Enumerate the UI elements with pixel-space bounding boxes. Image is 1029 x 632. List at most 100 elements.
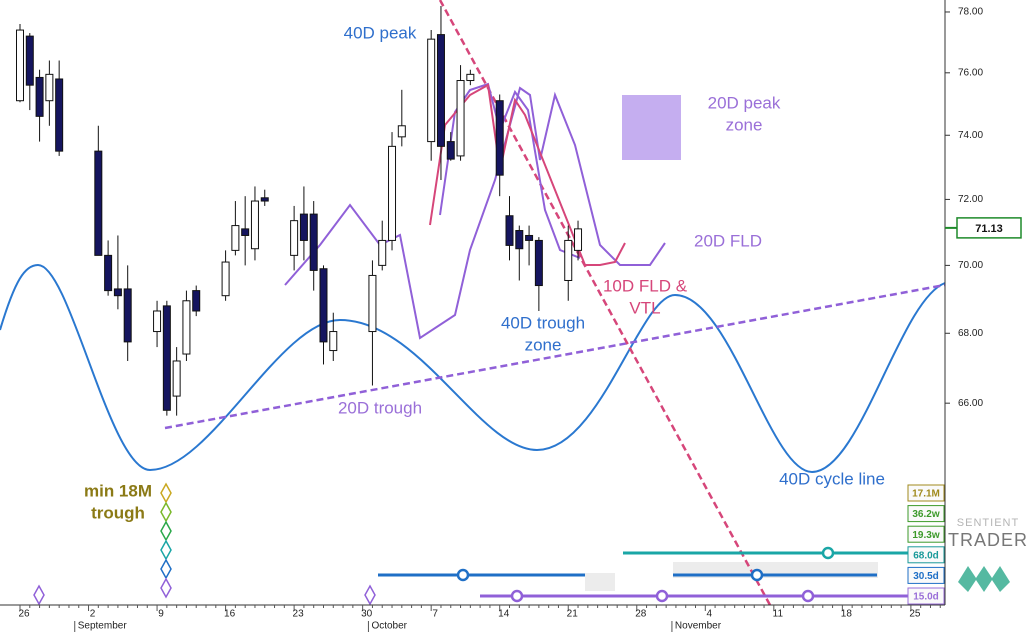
annotation: 20D FLD — [694, 231, 762, 250]
candle-body — [515, 230, 524, 250]
month-label: November — [675, 621, 722, 632]
x-tick-label: 2 — [90, 609, 96, 620]
candle-body — [534, 239, 543, 287]
diamond-stack — [160, 482, 172, 599]
x-tick-label: 4 — [707, 609, 713, 620]
annotation: VTL — [629, 298, 660, 317]
annotation: 40D trough — [501, 313, 585, 332]
annotation: zone — [726, 115, 763, 134]
candle-body — [525, 234, 534, 241]
candle-body — [55, 78, 64, 152]
x-tick-label: 18 — [841, 609, 853, 620]
candle-body — [104, 254, 113, 292]
candle-body — [113, 288, 122, 297]
candle-body — [368, 274, 377, 333]
logo-text: SENTIENT — [957, 517, 1019, 529]
candle-body — [45, 73, 54, 102]
cycle-line — [0, 263, 946, 474]
candle-body — [397, 125, 406, 138]
candle-body — [16, 29, 24, 102]
candle-body — [123, 288, 132, 343]
cycle-label-box — [907, 546, 945, 564]
candle-body — [192, 290, 201, 312]
cycle-label: 68.0d — [913, 550, 939, 561]
candle-body — [388, 145, 397, 241]
x-tick-label: 7 — [432, 609, 438, 620]
candle-body — [25, 35, 34, 86]
candle-body — [309, 213, 318, 271]
cycle-label-box — [907, 484, 945, 502]
candle-body — [290, 220, 299, 256]
candle-body — [427, 38, 436, 143]
candle-body — [172, 360, 181, 397]
y-tick-label: 66.00 — [958, 398, 983, 409]
fld-line — [429, 83, 626, 266]
x-tick-label: 11 — [773, 609, 784, 620]
cycle-label: 36.2w — [912, 509, 939, 520]
candle-body — [260, 197, 269, 202]
annotation: min 18M — [84, 481, 152, 500]
x-tick-label: 16 — [224, 609, 236, 620]
candle-body — [162, 305, 171, 411]
annotation: 40D cycle line — [779, 469, 885, 488]
cycle-label-box — [907, 505, 945, 523]
trough-diamond — [33, 584, 376, 606]
candle-body — [319, 268, 328, 343]
cycle-marker — [801, 589, 815, 603]
candle-body — [94, 150, 103, 256]
candle-body — [436, 34, 445, 147]
candle-body — [446, 141, 455, 160]
y-tick-label: 78.00 — [958, 7, 983, 18]
cycle-marker — [750, 568, 764, 582]
cycle-label-box — [907, 587, 945, 605]
annotation: 20D peak — [708, 93, 781, 112]
vtl-line — [438, 0, 772, 606]
candle-body — [378, 239, 387, 266]
cycle-label: 19.3w — [912, 530, 939, 541]
x-tick-label: 23 — [293, 609, 305, 620]
x-tick-label: 14 — [498, 609, 510, 620]
annotation: 40D peak — [344, 23, 417, 42]
cycle-label-box — [907, 525, 945, 543]
month-label: September — [78, 621, 128, 632]
candle-body — [564, 239, 573, 281]
candle-body — [182, 300, 191, 355]
trough-trendline — [164, 283, 946, 430]
candle-body — [574, 228, 583, 251]
annotation: 20D trough — [338, 398, 422, 417]
candle-body — [153, 310, 162, 333]
cycle-marker — [510, 589, 524, 603]
y-tick-label: 70.00 — [958, 260, 983, 271]
candle-body — [299, 213, 308, 241]
cycle-label: 15.0d — [913, 592, 939, 603]
annotation: 10D FLD & — [603, 276, 688, 295]
x-tick-label: 25 — [909, 609, 921, 620]
last-price-box — [956, 217, 1022, 239]
candle-body — [456, 80, 465, 157]
candle-body — [505, 215, 514, 246]
cycle-marker — [655, 589, 669, 603]
y-tick-label: 76.00 — [958, 67, 983, 78]
cycle-marker — [821, 546, 835, 560]
cycle-label: 17.1M — [912, 489, 940, 500]
candle-body — [241, 228, 250, 236]
candle-body — [231, 225, 240, 251]
x-tick-label: 26 — [18, 609, 30, 620]
logo-mark — [958, 566, 1010, 592]
x-tick-label: 21 — [567, 609, 579, 620]
cycle-marker — [456, 568, 470, 582]
x-tick-label: 9 — [158, 609, 164, 620]
candle-body — [35, 76, 44, 117]
month-label: October — [371, 621, 407, 632]
candle-body — [250, 200, 259, 250]
logo-text: TRADER — [948, 530, 1028, 550]
x-tick-label: 30 — [361, 609, 373, 620]
x-tick-label: 28 — [635, 609, 647, 620]
candle-body — [221, 261, 230, 297]
peak-zone — [622, 95, 681, 160]
y-tick-label: 68.00 — [958, 328, 983, 339]
cycle-label: 30.5d — [913, 571, 939, 582]
candle-body — [466, 73, 475, 82]
annotation: zone — [525, 335, 562, 354]
